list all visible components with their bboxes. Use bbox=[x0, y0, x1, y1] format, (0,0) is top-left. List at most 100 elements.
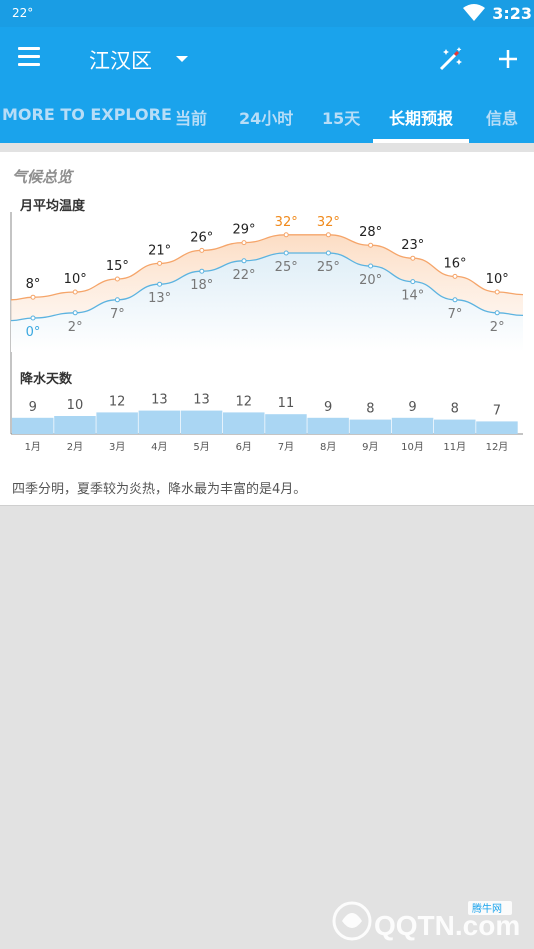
high-temp-point bbox=[30, 294, 36, 300]
low-temp-point bbox=[199, 268, 205, 274]
high-temp-label: 26° bbox=[190, 230, 213, 245]
month-label: 2月 bbox=[67, 441, 83, 453]
month-label: 9月 bbox=[362, 441, 378, 453]
high-temp-point bbox=[494, 289, 500, 295]
precip-value-label: 9 bbox=[29, 400, 37, 415]
high-temp-band bbox=[11, 234, 523, 321]
high-temp-label: 23° bbox=[401, 238, 424, 253]
status-temp: 22° bbox=[12, 6, 34, 20]
precip-bar bbox=[54, 416, 96, 434]
month-label: 11月 bbox=[443, 441, 466, 453]
high-temp-label: 32° bbox=[275, 215, 298, 230]
watermark-badge: 腾牛网 bbox=[472, 902, 502, 915]
status-time: 3:23 bbox=[492, 4, 532, 23]
low-temp-label: 18° bbox=[190, 278, 213, 293]
low-temp-area bbox=[11, 253, 523, 352]
high-temp-point bbox=[325, 232, 331, 238]
precip-bar bbox=[12, 417, 54, 434]
tab-more-to-explore[interactable]: MORE TO EXPLORE bbox=[2, 105, 172, 124]
low-temp-label: 20° bbox=[359, 273, 382, 288]
high-temp-point bbox=[114, 276, 120, 282]
low-temp-point bbox=[30, 315, 36, 321]
month-label: 5月 bbox=[193, 441, 209, 453]
climate-chart: 8° 0° 10° 2° 15° 7° 21° 13° 26° 18° 29° 22° 32° 25° 32… bbox=[10, 212, 524, 453]
temperature-label: 月平均温度 bbox=[20, 199, 86, 214]
high-temp-label: 16° bbox=[443, 256, 466, 271]
low-temp-label: 25° bbox=[317, 260, 340, 275]
precip-bar bbox=[180, 410, 223, 434]
dropdown-arrow-icon[interactable] bbox=[176, 56, 188, 62]
low-temp-point bbox=[283, 250, 289, 256]
high-temp-label: 28° bbox=[359, 225, 382, 240]
high-temp-point bbox=[72, 289, 78, 295]
high-temp-point bbox=[199, 247, 205, 253]
low-temp-point bbox=[368, 263, 374, 269]
precip-bar bbox=[476, 421, 518, 434]
wifi-icon bbox=[463, 4, 485, 21]
high-temp-point bbox=[410, 255, 416, 261]
climate-summary: 四季分明，夏季较为炎热，降水最为丰富的是4月。 bbox=[12, 482, 307, 497]
month-label: 6月 bbox=[236, 441, 252, 453]
month-label: 4月 bbox=[151, 441, 167, 453]
tab-info[interactable]: 信息 bbox=[486, 109, 519, 128]
status-bar: 22° 3:23 bbox=[0, 0, 534, 27]
high-temp-point bbox=[157, 260, 163, 266]
high-temp-label: 10° bbox=[64, 272, 87, 287]
low-temp-point bbox=[494, 310, 500, 316]
climate-card: 8° 0° 10° 2° 15° 7° 21° 13° 26° 18° 29° 22° 32° 25° 32… bbox=[0, 152, 534, 506]
low-temp-label: 7° bbox=[448, 307, 463, 322]
low-temp-point bbox=[157, 281, 163, 287]
low-temp-line bbox=[10, 252, 524, 322]
high-temp-label: 15° bbox=[106, 259, 129, 274]
high-temp-label: 29° bbox=[232, 223, 255, 238]
precip-bar bbox=[434, 419, 476, 434]
precip-value-label: 8 bbox=[366, 402, 374, 417]
watermark-text: QQTN.com bbox=[374, 910, 520, 941]
precip-value-label: 12 bbox=[235, 394, 252, 409]
tab-24-hours[interactable]: 24小时 bbox=[239, 109, 294, 128]
precip-value-label: 9 bbox=[408, 400, 416, 415]
high-temp-label: 32° bbox=[317, 215, 340, 230]
climate-title: 气候总览 bbox=[12, 168, 73, 186]
month-label: 3月 bbox=[109, 441, 125, 453]
tab-current[interactable]: 当前 bbox=[175, 109, 208, 128]
month-label: 12月 bbox=[486, 441, 509, 453]
location-title[interactable]: 江汉区 bbox=[89, 49, 152, 73]
high-temp-point bbox=[283, 232, 289, 238]
precip-bar bbox=[138, 410, 181, 434]
high-temp-point bbox=[452, 273, 458, 279]
precip-bar bbox=[96, 412, 138, 434]
menu-icon[interactable] bbox=[18, 47, 42, 71]
low-temp-point bbox=[241, 258, 247, 264]
precip-value-label: 9 bbox=[324, 400, 332, 415]
precip-value-label: 11 bbox=[278, 396, 295, 411]
high-temp-point bbox=[368, 242, 374, 248]
precipitation-label: 降水天数 bbox=[20, 372, 73, 387]
high-temp-label: 10° bbox=[486, 272, 509, 287]
precip-value-label: 7 bbox=[493, 403, 501, 418]
low-temp-label: 7° bbox=[110, 307, 125, 322]
tab-15-days[interactable]: 15天 bbox=[322, 109, 361, 128]
low-temp-label: 0° bbox=[26, 325, 41, 340]
low-temp-label: 2° bbox=[68, 320, 83, 335]
low-temp-point bbox=[410, 279, 416, 285]
month-label: 1月 bbox=[25, 441, 41, 453]
app-bar: 江汉区 bbox=[0, 27, 534, 91]
precip-value-label: 13 bbox=[193, 393, 210, 408]
magic-wand-icon[interactable] bbox=[437, 45, 465, 73]
precip-bar bbox=[349, 419, 392, 434]
precip-value-label: 10 bbox=[67, 398, 84, 413]
tab-long-term-forecast[interactable]: 长期预报 bbox=[389, 109, 454, 128]
low-temp-point bbox=[72, 310, 78, 316]
high-temp-point bbox=[241, 240, 247, 246]
active-tab-indicator bbox=[373, 139, 469, 143]
month-label: 8月 bbox=[320, 441, 336, 453]
precip-value-label: 12 bbox=[109, 394, 126, 409]
precip-bar bbox=[307, 417, 349, 434]
low-temp-point bbox=[325, 250, 331, 256]
month-label: 10月 bbox=[401, 441, 424, 453]
low-temp-point bbox=[114, 297, 120, 303]
qqtn-watermark-logo: QQTN.com 腾牛网 bbox=[332, 901, 520, 941]
precip-bar bbox=[223, 412, 265, 434]
add-icon[interactable] bbox=[494, 45, 522, 73]
